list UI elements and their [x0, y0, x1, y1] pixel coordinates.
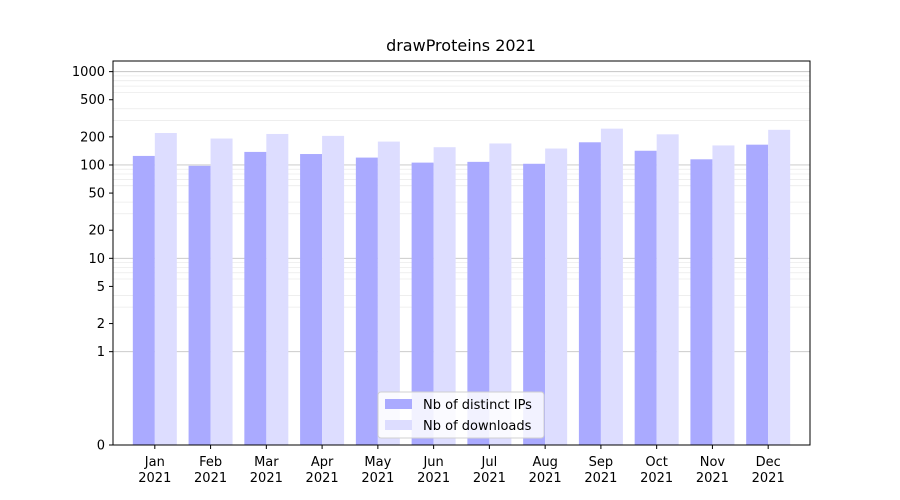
bar-downloads-may [377, 141, 400, 445]
bar-distinct-ips-oct [634, 150, 657, 445]
legend-box [377, 391, 545, 439]
y-tick-label: 5 [97, 280, 105, 295]
x-tick-label: May 2021 [361, 455, 394, 486]
y-tick-label: 500 [80, 93, 105, 108]
x-tick-label: Sep 2021 [584, 455, 617, 486]
x-tick-label: Jul 2021 [473, 455, 506, 486]
bars [132, 128, 791, 446]
x-tick-label: Dec 2021 [752, 455, 785, 486]
y-tick-label: 1000 [72, 65, 105, 80]
x-axis-ticks: Jan 2021 Feb 2021 Mar 2021 Apr 2021 May 2021 Jun 20… [138, 445, 785, 486]
bar-downloads-jan [154, 133, 177, 445]
x-tick-label: Apr 2021 [306, 455, 339, 486]
bar-downloads-apr [322, 135, 345, 445]
bar-downloads-dec [768, 129, 791, 445]
y-tick-label: 1 [97, 345, 105, 360]
bar-distinct-ips-nov [690, 159, 713, 445]
bar-downloads-oct [656, 134, 679, 445]
x-tick-label: Feb 2021 [194, 455, 227, 486]
chart-title: drawProteins 2021 [386, 36, 536, 55]
x-tick-label: Jun 2021 [417, 455, 450, 486]
y-tick-label: 50 [88, 187, 105, 202]
legend-label: Nb of downloads [423, 419, 532, 434]
bar-distinct-ips-aug [523, 163, 546, 446]
legend: Nb of distinct IPs Nb of downloads [377, 391, 545, 439]
bar-downloads-jul [489, 143, 512, 445]
bar-distinct-ips-feb [188, 165, 211, 446]
x-tick-label: Aug 2021 [529, 455, 562, 486]
plot-frame [112, 60, 811, 446]
y-tick-label: 100 [80, 158, 105, 173]
legend-swatch [385, 399, 412, 409]
y-tick-label: 10 [88, 252, 105, 267]
y-tick-label: 200 [80, 130, 105, 145]
legend-swatch [385, 420, 412, 430]
bar-distinct-ips-jul [467, 161, 490, 446]
bar-distinct-ips-sep [578, 142, 601, 445]
y-tick-label: 2 [97, 317, 105, 332]
bar-downloads-nov [712, 145, 735, 445]
x-tick-label: Jan 2021 [138, 455, 171, 486]
y-tick-label: 0 [97, 439, 105, 454]
bar-downloads-sep [600, 128, 623, 446]
bar-distinct-ips-apr [300, 154, 323, 446]
x-tick-label: Mar 2021 [250, 455, 283, 486]
bar-distinct-ips-may [355, 157, 378, 446]
bar-distinct-ips-jan [132, 155, 155, 445]
bar-downloads-aug [545, 148, 568, 445]
bar-distinct-ips-mar [244, 151, 267, 445]
y-tick-label: 20 [88, 224, 105, 239]
bar-downloads-jun [433, 147, 456, 445]
legend-label: Nb of distinct IPs [423, 398, 532, 413]
y-axis-ticks: 0 1 2 5 10 20 50 100 200 500 1000 [72, 65, 113, 454]
bar-downloads-mar [266, 133, 289, 445]
bar-distinct-ips-dec [746, 144, 769, 445]
bar-distinct-ips-jun [411, 162, 434, 445]
x-tick-label: Oct 2021 [640, 455, 673, 486]
axes [112, 60, 811, 446]
bar-downloads-feb [210, 138, 233, 445]
x-tick-label: Nov 2021 [696, 455, 729, 486]
